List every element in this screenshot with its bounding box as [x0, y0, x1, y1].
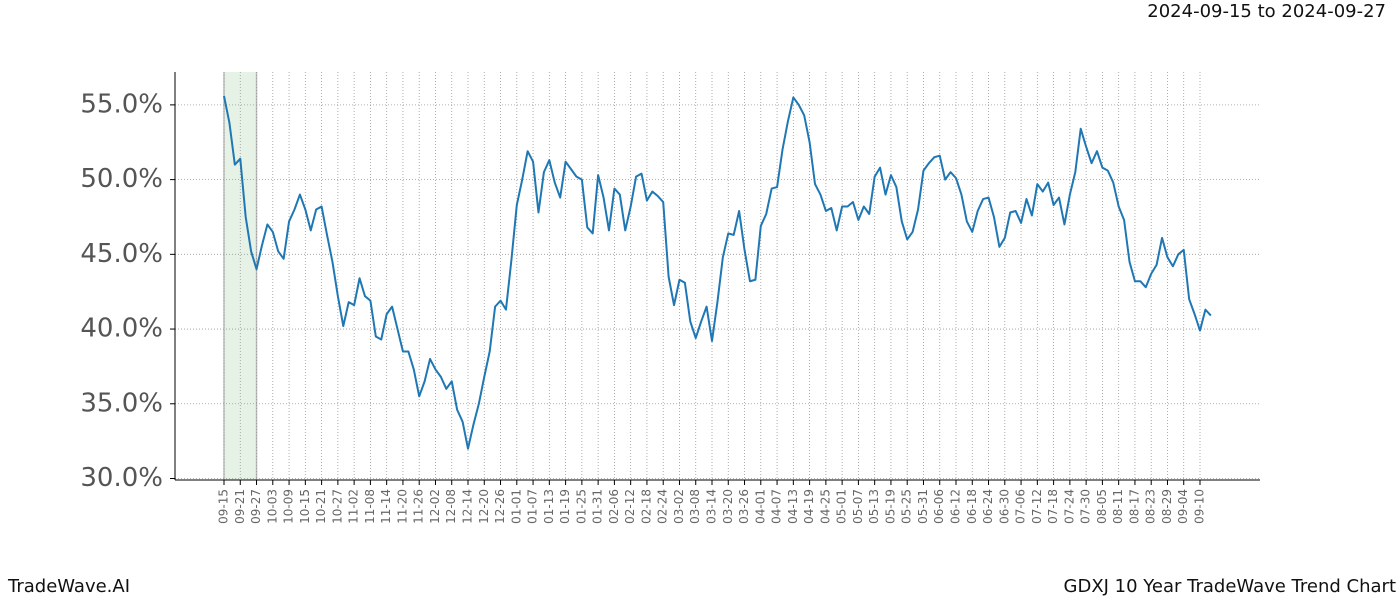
chart-title: GDXJ 10 Year TradeWave Trend Chart	[1064, 576, 1396, 597]
x-tick-label: 06-12	[949, 489, 963, 524]
x-tick-label: 08-23	[1144, 489, 1158, 524]
x-tick-label: 10-21	[314, 489, 328, 524]
brand: TradeWave.AI	[7, 576, 130, 597]
x-tick-label: 10-27	[330, 489, 344, 524]
x-tick-label: 11-14	[379, 489, 393, 524]
y-tick-label: 40.0%	[80, 314, 163, 344]
x-tick-label: 12-20	[477, 489, 491, 524]
x-tick-label: 07-30	[1079, 489, 1093, 524]
x-tick-label: 09-10	[1193, 489, 1207, 524]
x-tick-label: 01-25	[574, 489, 588, 524]
x-tick-label: 06-18	[965, 489, 979, 524]
x-tick-label: 10-15	[298, 489, 312, 524]
x-tick-label: 04-07	[770, 489, 784, 524]
x-tick-label: 02-24	[656, 489, 670, 524]
x-tick-label: 12-08	[444, 489, 458, 524]
x-tick-label: 06-30	[997, 489, 1011, 524]
x-tick-label: 02-12	[623, 489, 637, 524]
trend-line	[223, 95, 1212, 450]
y-tick-label: 50.0%	[80, 164, 163, 194]
date-range: 2024-09-15 to 2024-09-27	[1147, 1, 1386, 22]
x-tick-label: 03-02	[672, 489, 686, 524]
x-tick-label: 05-31	[916, 489, 930, 524]
x-tick-label: 05-25	[900, 489, 914, 524]
x-tick-label: 12-14	[461, 489, 475, 524]
x-tick-label: 09-21	[233, 489, 247, 524]
x-tick-label: 05-07	[851, 489, 865, 524]
x-tick-label: 01-01	[509, 489, 523, 524]
x-tick-label: 09-15	[217, 489, 231, 524]
x-tick-label: 02-18	[639, 489, 653, 524]
x-tick-label: 08-11	[1111, 489, 1125, 524]
x-tick-label: 05-13	[867, 489, 881, 524]
x-tick-label: 07-12	[1030, 489, 1044, 524]
y-tick-label: 45.0%	[80, 239, 163, 269]
x-tick-label: 10-09	[282, 489, 296, 524]
x-tick-label: 03-20	[721, 489, 735, 524]
x-tick-label: 11-26	[412, 489, 426, 524]
x-tick-label: 07-18	[1046, 489, 1060, 524]
x-tick-label: 04-19	[802, 489, 816, 524]
x-tick-label: 03-14	[705, 489, 719, 524]
x-tick-label: 01-19	[558, 489, 572, 524]
x-tick-label: 01-31	[591, 489, 605, 524]
x-tick-label: 06-06	[932, 489, 946, 524]
x-tick-label: 06-24	[981, 489, 995, 524]
x-tick-label: 12-02	[428, 489, 442, 524]
x-tick-label: 08-17	[1127, 489, 1141, 524]
x-tick-label: 04-25	[818, 489, 832, 524]
x-tick-label: 12-26	[493, 489, 507, 524]
y-tick-label: 30.0%	[80, 463, 163, 493]
y-tick-label: 55.0%	[80, 89, 163, 119]
x-tick-label: 02-06	[607, 489, 621, 524]
x-tick-label: 09-27	[249, 489, 263, 524]
x-tick-label: 07-24	[1062, 489, 1076, 524]
x-tick-label: 04-01	[753, 489, 767, 524]
x-tick-label: 05-01	[835, 489, 849, 524]
x-tick-label: 08-29	[1160, 489, 1174, 524]
x-tick-label: 01-07	[526, 489, 540, 524]
x-tick-label: 01-13	[542, 489, 556, 524]
x-tick-label: 09-04	[1176, 489, 1190, 524]
y-tick-label: 35.0%	[80, 388, 163, 418]
x-tick-label: 03-26	[737, 489, 751, 524]
x-tick-label: 08-05	[1095, 489, 1109, 524]
x-tick-label: 10-03	[265, 489, 279, 524]
x-tick-label: 11-20	[395, 489, 409, 524]
x-tick-label: 04-13	[786, 489, 800, 524]
x-tick-label: 11-02	[347, 489, 361, 524]
x-tick-label: 03-08	[688, 489, 702, 524]
x-tick-label: 11-08	[363, 489, 377, 524]
x-tick-label: 07-06	[1014, 489, 1028, 524]
x-tick-label: 05-19	[883, 489, 897, 524]
